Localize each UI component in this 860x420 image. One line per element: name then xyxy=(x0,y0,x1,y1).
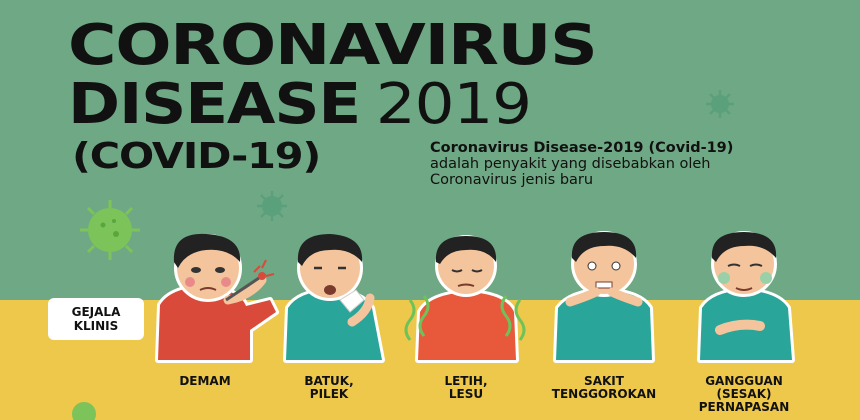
headline-line1: CORONAVIRUS xyxy=(68,13,598,78)
badge-line: GEJALA xyxy=(71,305,121,319)
symptom-label-line: LETIH, xyxy=(444,374,488,388)
headline-word: DISEASE xyxy=(68,72,361,137)
virus-icon xyxy=(706,90,734,118)
symptom-label: GANGGUAN (SESAK) PERNAPASAN xyxy=(679,375,809,414)
figure-fever xyxy=(155,233,279,363)
description-line: Coronavirus jenis baru xyxy=(430,172,594,188)
symptom-label-line: SAKIT xyxy=(584,374,624,388)
symptom-label-line: GANGGUAN xyxy=(705,374,783,388)
description-text: Coronavirus Disease-2019 (Covid-19) adal… xyxy=(430,140,790,188)
symptom-label-line: PERNAPASAN xyxy=(698,400,790,414)
symptom-label-line: TENGGOROKAN xyxy=(551,387,657,401)
headline-subtitle: (COVID-19) xyxy=(72,136,321,177)
virus-icon xyxy=(72,402,96,420)
figure-breathing xyxy=(697,231,795,363)
badge-line: KLINIS xyxy=(73,319,119,333)
description-line: Coronavirus Disease-2019 (Covid-19) xyxy=(430,140,734,156)
symptom-label-line: LESU xyxy=(448,387,484,401)
symptoms-badge: GEJALA KLINIS xyxy=(48,298,144,340)
thermometer-icon xyxy=(225,259,275,302)
headline-year: 2019 xyxy=(375,72,532,137)
virus-icon xyxy=(80,200,140,260)
virus-icon xyxy=(257,191,287,221)
figure-sore-throat xyxy=(553,231,655,363)
symptom-label: SAKIT TENGGOROKAN xyxy=(539,375,669,401)
symptom-label-line: BATUK, xyxy=(304,374,354,388)
symptom-label-line: DEMAM xyxy=(179,374,231,388)
symptom-label-line: PILEK xyxy=(309,387,349,401)
symptom-label: LETIH, LESU xyxy=(401,375,531,401)
headline-line2: DISEASE 2019 xyxy=(68,72,532,137)
figure-cough xyxy=(283,234,385,363)
symptom-label-line: (SESAK) xyxy=(716,387,772,401)
symptom-label: DEMAM xyxy=(140,375,270,388)
symptom-label: BATUK, PILEK xyxy=(264,375,394,401)
figure-fatigue xyxy=(404,235,526,363)
description-line: adalah penyakit yang disebabkan oleh xyxy=(430,156,711,172)
